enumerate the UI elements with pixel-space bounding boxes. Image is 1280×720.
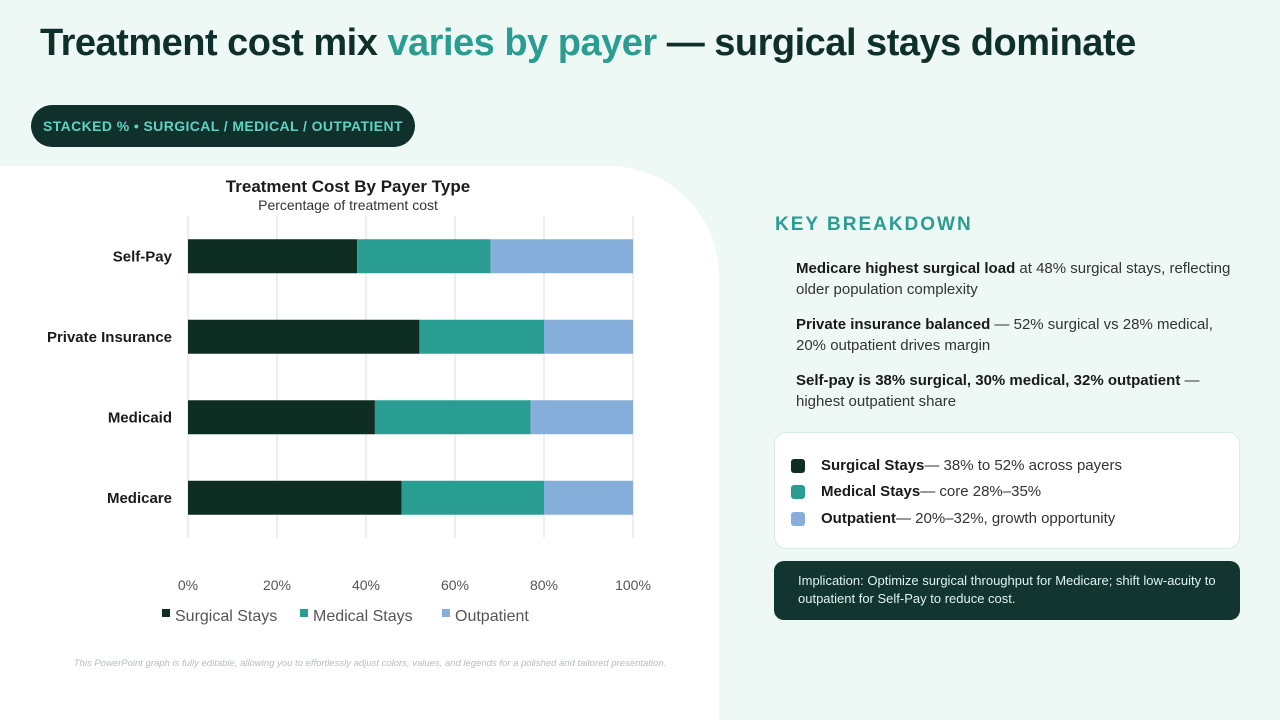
category-label-0: Self-Pay [113,248,173,265]
legend-label-2: Outpatient [455,608,529,625]
x-tick-label-4: 80% [530,577,558,593]
bar-outpatient-medicaid [530,400,633,435]
bar-surgical-stays-medicaid [188,400,375,435]
legend-label-1: Medical Stays [313,608,413,625]
title-part-1: Treatment cost mix [40,22,388,64]
bar-surgical-stays-medicare [188,480,402,515]
x-tick-label-2: 40% [352,577,380,593]
bullet-medicare: Medicare highest surgical load at 48% su… [796,258,1236,300]
category-label-1: Private Insurance [47,329,172,346]
title-part-2: — surgical stays dominate [656,22,1137,64]
key-breakdown-title: KEY BREAKDOWN [775,214,973,235]
bar-outpatient-private-insurance [544,319,633,354]
x-tick-label-0: 0% [178,577,198,593]
bullet-medicare-text: at 48% surgical stays, reflecting older … [796,260,1231,298]
footnote: This PowerPoint graph is fully editable,… [73,658,667,669]
bar-medical-stays-private-insurance [419,319,544,354]
surgical-swatch [791,458,805,473]
chart-panel: Treatment Cost By Payer Type Percentage o… [0,166,719,720]
legend-card-surgical-name: Surgical Stays [821,457,925,474]
bullet-private-insurance-bold: Private insurance balanced [796,316,991,333]
bullet-self-pay-text: — highest outpatient share [796,372,1200,410]
bullet-private-insurance-text: — 52% surgical vs 28% medical, 20% outpa… [796,316,1213,354]
category-label-3: Medicare [107,490,172,507]
medical-swatch [791,484,805,499]
bar-medical-stays-medicaid [374,400,531,435]
bar-outpatient-medicare [544,480,633,515]
bullet-medicare-bold: Medicare highest surgical load [796,260,1016,277]
x-tick-label-3: 60% [441,577,469,593]
breakdown-bullets: Medicare highest surgical load at 48% su… [796,258,1236,426]
bar-medical-stays-self-pay [357,239,491,274]
title-accent: varies by payer [387,22,657,64]
legend-card-row-outpatient: Outpatient — 20%–32%, growth opportunity [791,510,1115,527]
bar-outpatient-self-pay [490,239,633,274]
legend-label-0: Surgical Stays [175,608,277,625]
bar-surgical-stays-self-pay [188,239,358,274]
legend-swatch-2 [442,609,450,617]
x-tick-label-5: 100% [615,577,651,593]
legend-card: Surgical Stays — 38% to 52% across payer… [774,432,1240,549]
category-label-2: Medicaid [108,409,172,426]
legend-card-outpatient-desc: — 20%–32%, growth opportunity [896,510,1116,527]
legend-card-medical-name: Medical Stays [821,483,921,500]
bar-surgical-stays-private-insurance [188,319,420,354]
chart-type-pill: STACKED % • SURGICAL / MEDICAL / OUTPATI… [31,105,415,147]
bullet-self-pay-bold: Self-pay is 38% surgical, 30% medical, 3… [796,372,1181,389]
page-title: Treatment cost mix varies by payer — sur… [40,22,1136,65]
legend-card-row-medical: Medical Stays — core 28%–35% [791,483,1041,500]
x-tick-label-1: 20% [263,577,291,593]
legend-card-medical-desc: — core 28%–35% [920,483,1042,500]
legend-swatch-0 [162,609,170,617]
legend-card-outpatient-name: Outpatient [821,510,896,527]
legend-card-row-surgical: Surgical Stays — 38% to 52% across payer… [791,457,1122,474]
bar-medical-stays-medicare [401,480,544,515]
bullet-private-insurance: Private insurance balanced — 52% surgica… [796,314,1236,356]
bullet-self-pay: Self-pay is 38% surgical, 30% medical, 3… [796,370,1236,412]
chart-title: Treatment Cost By Payer Type [226,177,470,196]
implication-box: Implication: Optimize surgical throughpu… [774,561,1240,620]
outpatient-swatch [791,511,805,526]
legend-card-surgical-desc: — 38% to 52% across payers [924,457,1122,474]
legend-swatch-1 [300,609,308,617]
chart-subtitle: Percentage of treatment cost [258,197,438,213]
